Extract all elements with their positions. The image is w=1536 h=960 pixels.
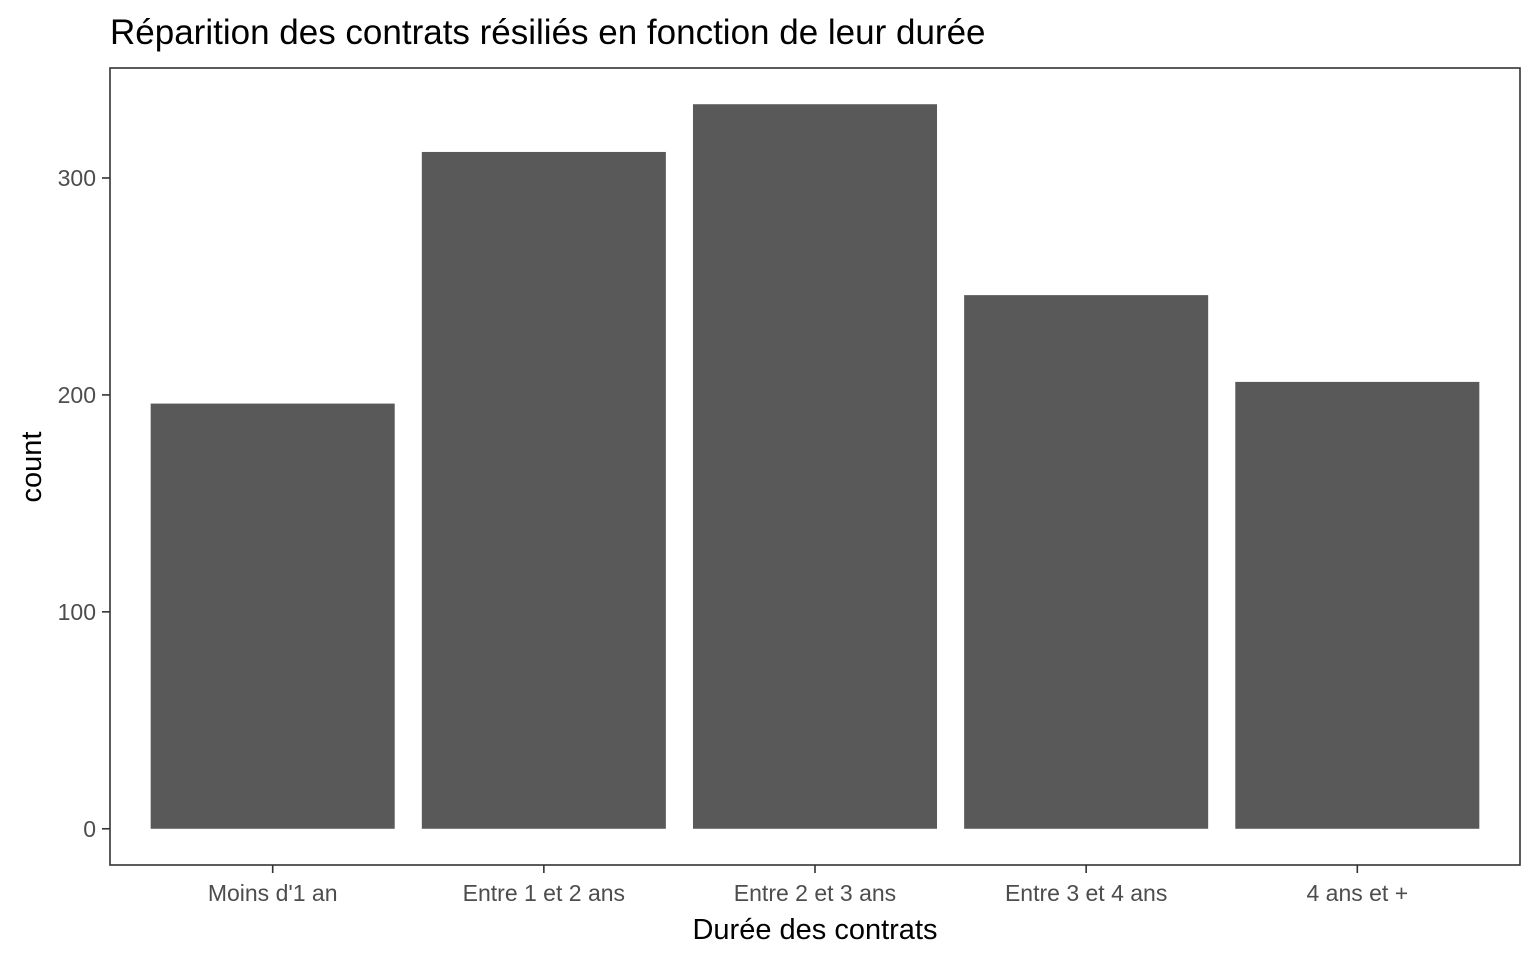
x-tick-label: Entre 1 et 2 ans	[463, 880, 625, 906]
bar	[1235, 381, 1480, 829]
bars-layer	[150, 104, 1480, 829]
y-tick-label: 300	[58, 165, 96, 191]
bar	[150, 403, 395, 829]
x-axis-title: Durée des contrats	[692, 914, 937, 946]
x-tick-label: Entre 3 et 4 ans	[1005, 880, 1167, 906]
bar	[964, 295, 1209, 829]
chart-title: Réparition des contrats résiliés en fonc…	[110, 13, 986, 52]
y-tick-label: 200	[58, 382, 96, 408]
bar	[692, 104, 938, 829]
bar	[421, 151, 666, 829]
y-axis-title: count	[16, 432, 48, 503]
x-tick-label: Moins d'1 an	[208, 880, 338, 906]
x-axis: Moins d'1 an Entre 1 et 2 ans Entre 2 et 3…	[208, 865, 1408, 906]
y-axis: 0 100 200 300	[58, 165, 110, 842]
y-tick-label: 0	[83, 816, 96, 842]
y-tick-label: 100	[58, 599, 96, 625]
x-tick-label: 4 ans et +	[1306, 880, 1408, 906]
x-tick-label: Entre 2 et 3 ans	[734, 880, 896, 906]
